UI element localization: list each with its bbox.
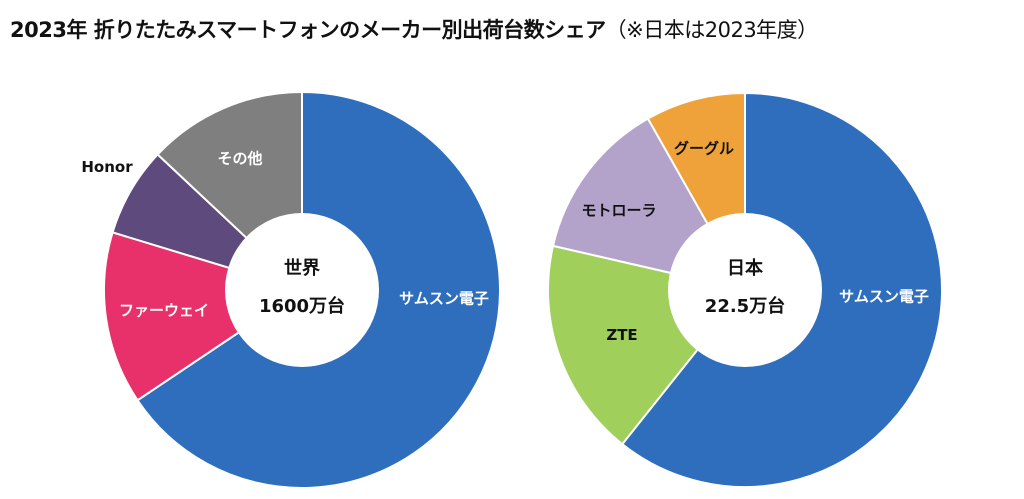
title-note: （※日本は2023年度） bbox=[605, 18, 819, 42]
label-world-honor: Honor bbox=[81, 158, 133, 176]
label-world-other: その他 bbox=[217, 149, 263, 168]
label-japan-google: グーグル bbox=[673, 139, 735, 158]
center-world-label: 世界 bbox=[283, 258, 320, 279]
title-text: 2023年 折りたたみスマートフォンのメーカー別出荷台数シェア bbox=[10, 18, 606, 42]
chart-title: 2023年 折りたたみスマートフォンのメーカー別出荷台数シェア（※日本は2023… bbox=[10, 14, 818, 44]
label-japan-motorola: モトローラ bbox=[581, 201, 657, 220]
label-world-samsung: サムスン電子 bbox=[399, 289, 489, 308]
slice-world-huawei bbox=[103, 231, 305, 402]
label-world-huawei: ファーウェイ bbox=[118, 301, 210, 320]
center-japan: 日本 22.5万台 bbox=[705, 250, 785, 326]
donut-hole bbox=[668, 213, 822, 367]
center-world-total: 1600万台 bbox=[258, 296, 346, 317]
donut-hole bbox=[225, 213, 379, 367]
label-japan-samsung: サムスン電子 bbox=[839, 287, 929, 306]
label-japan-zte: ZTE bbox=[606, 326, 638, 344]
center-japan-total: 22.5万台 bbox=[704, 296, 786, 317]
center-japan-label: 日本 bbox=[726, 258, 763, 279]
center-world: 世界 1600万台 bbox=[259, 250, 345, 326]
